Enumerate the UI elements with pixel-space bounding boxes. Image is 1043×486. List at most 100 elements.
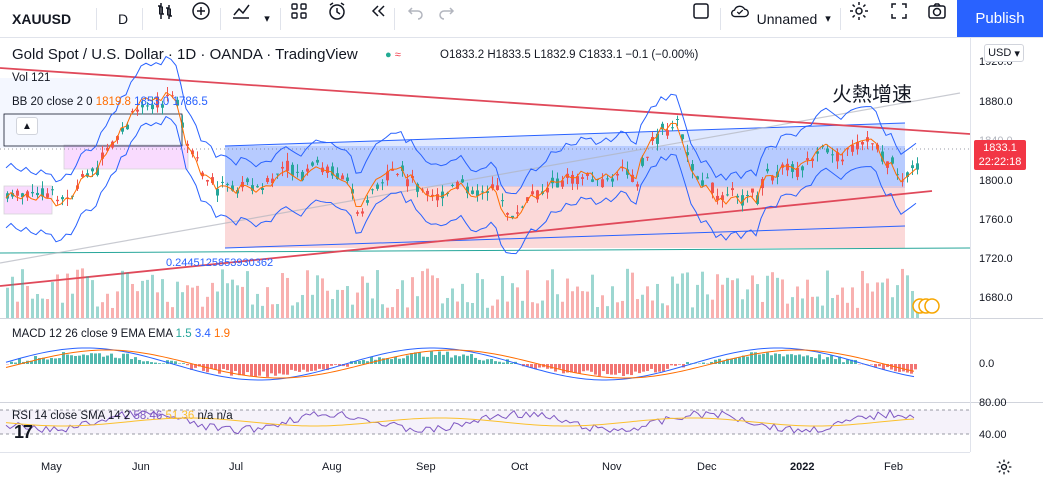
interval-button[interactable]: D: [117, 10, 129, 27]
volume-bar: [641, 294, 644, 318]
volume-bar: [436, 278, 439, 318]
macd-histogram-bar: [58, 358, 61, 364]
candle-body: [261, 188, 264, 190]
replay-icon[interactable]: [366, 0, 388, 22]
volume-bar: [156, 292, 159, 318]
candle-body: [696, 176, 699, 180]
candle-body: [706, 177, 709, 179]
chart-canvas[interactable]: [0, 38, 971, 452]
undo-icon[interactable]: [404, 0, 426, 22]
fib-level-label: 0.2445125853930362: [166, 257, 274, 269]
macd-histogram-bar: [478, 359, 481, 364]
macd-histogram-bar: [182, 363, 185, 364]
macd-histogram-bar: [418, 352, 421, 364]
gear-icon[interactable]: [995, 458, 1013, 476]
volume-bar: [176, 281, 179, 318]
volume-bar: [191, 287, 194, 318]
layout-name[interactable]: Unnamed: [756, 10, 818, 27]
fullscreen-square-icon[interactable]: [690, 0, 712, 22]
macd-histogram-bar: [894, 364, 897, 372]
bb-fill: [0, 78, 182, 148]
macd-histogram-bar: [450, 357, 453, 364]
macd-histogram-bar: [526, 364, 529, 367]
chevron-down-icon[interactable]: ▾: [825, 13, 831, 25]
gear-icon[interactable]: [848, 0, 870, 22]
candle-body: [111, 141, 114, 148]
bb-lower-line: [5, 115, 917, 255]
time-axis[interactable]: May Jun Jul Aug Sep Oct Nov Dec 2022 Feb: [0, 452, 970, 486]
macd-histogram-bar: [586, 364, 589, 371]
macd-histogram-bar: [790, 354, 793, 364]
volume-bar: [336, 289, 339, 318]
layout-grid-icon[interactable]: [288, 0, 310, 22]
tradingview-logo[interactable]: 17: [14, 422, 33, 442]
volume-bar: [506, 301, 509, 318]
macd-histogram-bar: [626, 364, 629, 375]
time-axis-label: Sep: [416, 461, 436, 473]
macd-histogram-bar: [642, 364, 645, 372]
candle-body: [771, 175, 774, 181]
candle-body: [461, 179, 464, 183]
collapse-legend-button[interactable]: ▲: [16, 117, 38, 135]
volume-bar: [776, 277, 779, 318]
pane-separator[interactable]: [0, 318, 1043, 319]
macd-histogram-bar: [810, 356, 813, 364]
cloud-icon[interactable]: [728, 0, 752, 22]
range-box: [63, 144, 189, 170]
candle-body: [331, 166, 334, 176]
candle-body: [86, 173, 89, 177]
candle-body: [451, 184, 454, 186]
publish-button[interactable]: Publish: [957, 0, 1043, 37]
currency-selector[interactable]: USD ▾: [984, 44, 1024, 62]
volume-bar: [286, 277, 289, 318]
volume-bar: [121, 270, 124, 318]
macd-histogram-bar: [578, 364, 581, 374]
volume-bar: [301, 294, 304, 318]
volume-bar: [431, 275, 434, 318]
macd-histogram-bar: [666, 364, 669, 369]
chevron-down-icon[interactable]: ▾: [264, 13, 270, 25]
macd-histogram-bar: [562, 364, 565, 374]
macd-histogram-bar: [622, 364, 625, 376]
redo-icon[interactable]: [436, 0, 458, 22]
volume-bar: [726, 277, 729, 318]
indicators-add-icon[interactable]: [190, 0, 212, 22]
candle-body: [811, 158, 814, 162]
bar-style-icon[interactable]: [154, 0, 176, 22]
rsi-value-1: 58.46: [133, 410, 163, 422]
candle-body: [416, 183, 419, 192]
candle-body: [796, 168, 799, 177]
macd-histogram-bar: [110, 353, 113, 364]
price-axis[interactable]: 1920.0 1880.0 1840.0 1800.0 1760.0 1720.…: [970, 38, 1043, 452]
macd-histogram-bar: [878, 364, 881, 367]
fullscreen-icon[interactable]: [888, 0, 910, 22]
volume-bar: [446, 297, 449, 318]
price-axis-label: 1680.0: [979, 292, 1013, 304]
volume-bar: [151, 274, 154, 318]
volume-bar: [831, 298, 834, 318]
candle-body: [841, 159, 844, 162]
alert-clock-icon[interactable]: [326, 0, 348, 22]
symbol-search[interactable]: XAUUSD: [12, 10, 72, 27]
volume-bar: [896, 285, 899, 318]
macd-histogram-bar: [606, 364, 609, 375]
macd-histogram-bar: [218, 364, 221, 374]
camera-icon[interactable]: [926, 0, 948, 22]
candle-body: [666, 130, 669, 136]
text-annotation[interactable]: 火熱增速: [832, 82, 912, 106]
candle-body: [711, 182, 714, 194]
macd-histogram-bar: [354, 361, 357, 364]
macd-histogram-bar: [582, 364, 585, 372]
macd-histogram-bar: [222, 364, 225, 369]
candle-body: [496, 185, 499, 190]
indicators-icon[interactable]: [230, 0, 252, 22]
macd-histogram-bar: [230, 364, 233, 376]
macd-histogram-bar: [78, 355, 81, 364]
candle-body: [296, 171, 299, 173]
candle-body: [196, 157, 199, 159]
macd-histogram-bar: [18, 358, 21, 364]
time-axis-label: May: [41, 461, 62, 473]
pane-separator[interactable]: [0, 402, 1043, 403]
candle-body: [676, 118, 679, 120]
macd-histogram-bar: [886, 364, 889, 368]
